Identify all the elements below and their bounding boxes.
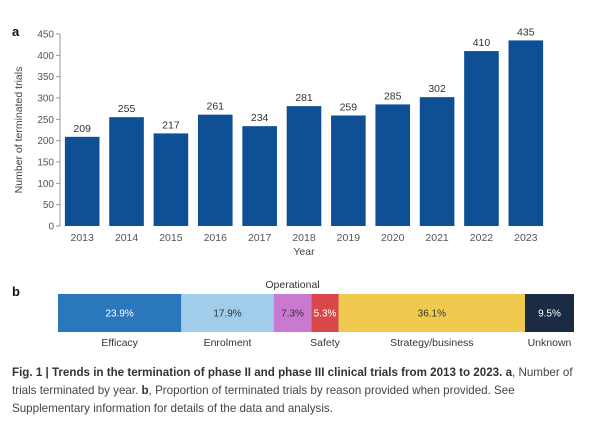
panel-a-letter: a <box>12 24 20 39</box>
bar-value-label: 209 <box>73 123 91 135</box>
y-tick-label: 100 <box>37 179 54 190</box>
segment-category-label: Safety <box>310 337 341 349</box>
bar-2023 <box>508 40 544 227</box>
caption-title: Fig. 1 | Trends in the termination of ph… <box>12 366 503 379</box>
x-tick-label: 2020 <box>381 232 405 244</box>
segment-value-label: 23.9% <box>105 309 133 320</box>
x-tick-label: 2016 <box>204 232 228 244</box>
y-tick-label: 300 <box>37 94 54 105</box>
segment-category-label: Efficacy <box>101 337 138 349</box>
stacked-bar-termination-reasons: 23.9% Efficacy 17.9% Enrolment 7.3% Operation… <box>58 279 574 349</box>
segment-category-label: Unknown <box>528 337 572 349</box>
segment-operational <box>273 294 312 332</box>
segment-category-label: Enrolment <box>204 337 252 349</box>
bar-2016 <box>197 114 233 226</box>
y-tick-label: 0 <box>48 222 54 233</box>
bar-value-label: 281 <box>295 92 313 104</box>
bar-value-label: 234 <box>251 112 269 124</box>
segment-unknown <box>524 294 574 332</box>
bar-2017 <box>242 126 277 226</box>
bar-value-label: 410 <box>473 37 491 49</box>
y-tick-label: 400 <box>37 51 54 62</box>
x-tick-label: 2021 <box>425 232 449 244</box>
caption-part-a-letter: a <box>505 366 513 379</box>
bar-2013 <box>64 136 100 226</box>
bar-2018 <box>286 106 322 226</box>
segment-category-label: Strategy/business <box>390 337 473 349</box>
x-tick-label: 2013 <box>71 232 95 244</box>
segment-efficacy <box>58 294 182 332</box>
x-tick-label: 2023 <box>514 232 538 244</box>
y-tick-label: 200 <box>37 136 54 147</box>
caption-part-b-text: Proportion of terminated trials by reaso… <box>12 384 515 415</box>
y-tick-label: 50 <box>43 200 55 211</box>
bar-2020 <box>375 104 411 226</box>
segment-safety <box>311 294 339 332</box>
bar-value-label: 261 <box>207 101 225 113</box>
bar-2014 <box>109 117 144 226</box>
segment-value-label: 9.5% <box>538 309 561 320</box>
y-tick-label: 350 <box>37 72 54 83</box>
segment-value-label: 5.3% <box>314 309 337 320</box>
segment-value-label: 36.1% <box>418 309 446 320</box>
x-tick-label: 2018 <box>292 232 316 244</box>
segment-strategy-business <box>338 294 525 332</box>
y-tick-label: 450 <box>37 30 54 41</box>
x-tick-label: 2017 <box>248 232 272 244</box>
x-tick-label: 2015 <box>159 232 183 244</box>
segment-category-label: Operational <box>265 279 319 291</box>
figure-caption: Fig. 1 | Trends in the termination of ph… <box>12 366 573 415</box>
bar-2022 <box>464 51 499 226</box>
bar-value-label: 302 <box>428 83 446 95</box>
x-tick-label: 2014 <box>115 232 139 244</box>
bar-value-label: 255 <box>118 103 136 115</box>
x-tick-label: 2022 <box>470 232 494 244</box>
x-tick-label: 2019 <box>337 232 361 244</box>
segment-value-label: 7.3% <box>281 309 304 320</box>
bar-value-label: 285 <box>384 90 402 102</box>
bar-2021 <box>419 97 455 226</box>
x-axis-title: Year <box>293 246 315 258</box>
panel-b-letter: b <box>12 284 20 299</box>
y-tick-label: 150 <box>37 158 54 169</box>
y-axis-title: Number of terminated trials <box>13 67 25 194</box>
bar-chart-terminated-trials: 0 50 100 150 200 250 300 350 400 450 209 2013 255 201… <box>13 26 544 258</box>
segment-enrolment <box>181 294 274 332</box>
caption-part-b-letter: b <box>141 384 149 397</box>
segment-value-label: 17.9% <box>213 309 241 320</box>
bar-2019 <box>331 115 366 226</box>
caption-part-a-text: Number of trials terminated by year. <box>12 366 573 397</box>
bar-value-label: 259 <box>340 101 358 113</box>
y-tick-label: 250 <box>37 115 54 126</box>
bar-value-label: 435 <box>517 26 535 38</box>
bar-2015 <box>153 133 189 226</box>
bar-value-label: 217 <box>162 119 180 131</box>
